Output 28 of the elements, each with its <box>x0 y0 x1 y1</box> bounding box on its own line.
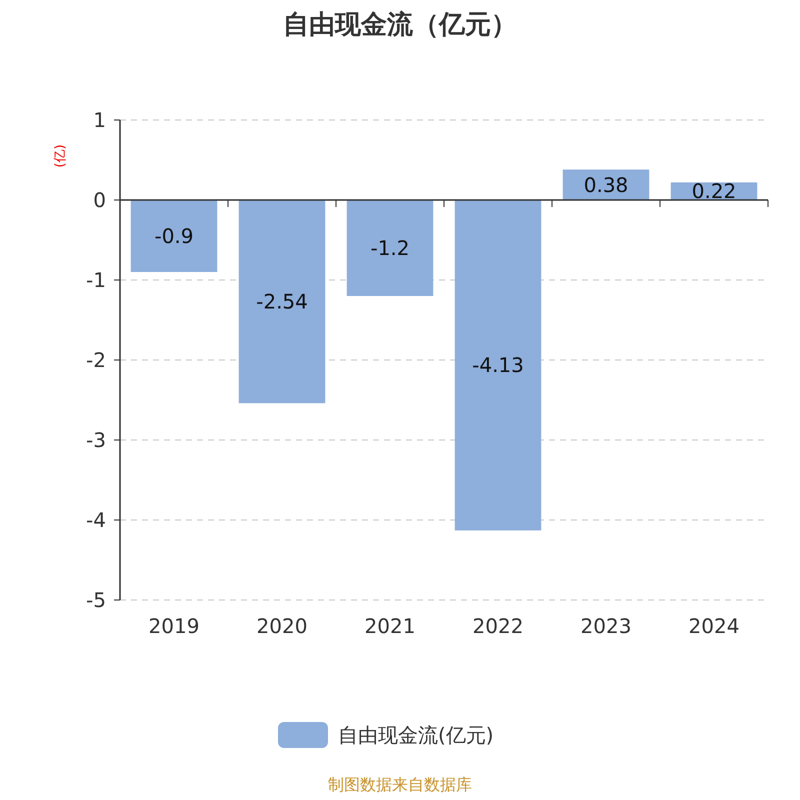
y-tick-label: 0 <box>93 188 106 212</box>
bar <box>130 200 218 272</box>
bar <box>454 200 542 530</box>
x-tick-label: 2021 <box>364 614 416 638</box>
legend-label: 自由现金流(亿元) <box>338 723 494 747</box>
x-tick-label: 2022 <box>472 614 524 638</box>
legend: 自由现金流(亿元) <box>278 722 494 748</box>
x-tick-label: 2019 <box>148 614 200 638</box>
bar <box>238 200 326 404</box>
data-label: 0.22 <box>692 179 736 204</box>
x-tick-label: 2024 <box>688 614 740 638</box>
y-tick-label: -5 <box>86 588 106 612</box>
text: 制图数据来自数据库 <box>328 775 472 794</box>
data-label: -1.2 <box>370 236 410 260</box>
x-tick-label: 2023 <box>580 614 632 638</box>
data-label: 0.38 <box>584 172 628 197</box>
y-tick-label: 1 <box>93 108 106 132</box>
bar <box>346 200 434 296</box>
y-tick-label: -1 <box>86 268 106 292</box>
y-tick-label: -2 <box>86 348 106 372</box>
data-label: -0.9 <box>154 224 194 248</box>
chart-title: 自由现金流（亿元） <box>283 10 517 40</box>
y-axis-title: (亿) <box>53 144 68 168</box>
data-label: -2.54 <box>256 290 308 314</box>
y-tick-label: -3 <box>86 428 106 452</box>
y-tick-label: -4 <box>86 508 106 532</box>
data-label: -4.13 <box>472 353 524 378</box>
x-tick-label: 2020 <box>256 614 308 638</box>
